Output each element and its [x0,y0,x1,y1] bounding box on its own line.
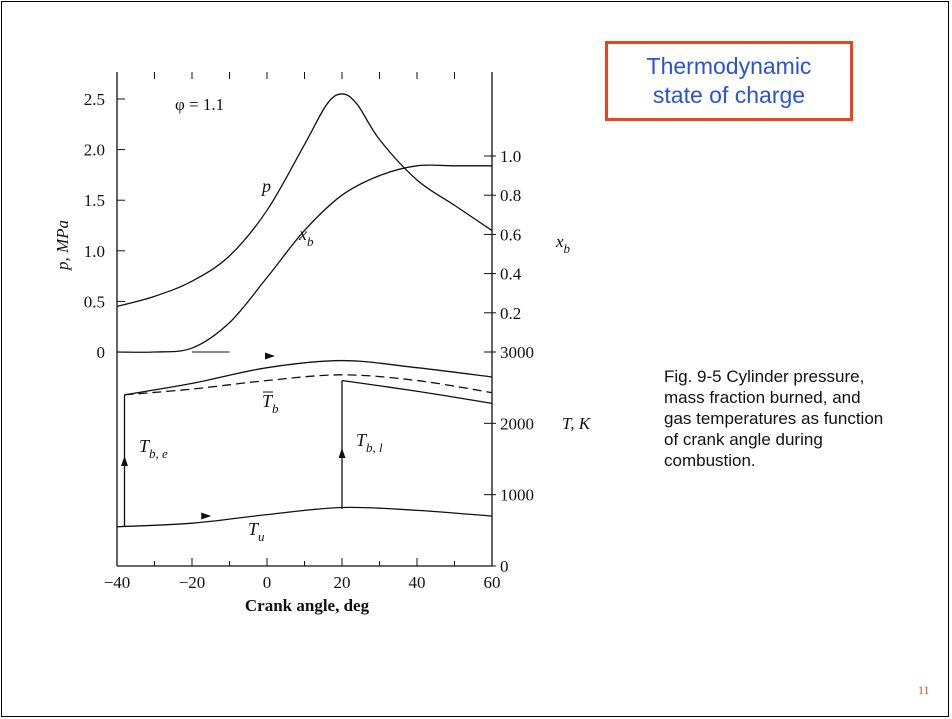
caption-line-1: Fig. 9-5 Cylinder pressure, [664,367,865,386]
label-p: p [260,176,271,196]
figure-caption: Fig. 9-5 Cylinder pressure, mass fractio… [664,366,944,471]
label-Tu-sub: u [258,529,265,544]
xb-tick-label: 0.2 [500,304,521,323]
p-axis-title: p, MPa [53,220,72,271]
label-xb: xb [298,224,314,249]
series-Tbl-line [341,379,493,405]
label-Tu: Tu [248,519,265,544]
series-p-line [116,93,493,308]
x-tick-label: −20 [179,573,206,592]
label-Tbl: Tb, l [356,430,383,455]
x-tick-label: 40 [409,573,426,592]
p-tick-label: 1.5 [84,191,105,210]
caption-line-3: gas temperatures as function [664,409,884,428]
x-tick-label: 60 [484,573,501,592]
x-tick-label: −40 [104,573,131,592]
chart-ticks: −40 −20 0 20 40 6000.51.01.52.02.50.20.40.60.… [84,72,534,592]
x-tick-label: 20 [334,573,351,592]
p-tick-label: 0.5 [84,292,105,311]
p-tick-label: 0 [97,343,106,362]
page-number: 11 [918,683,930,697]
p-tick-label: 2.0 [84,141,105,160]
label-xb-sub: b [307,234,314,249]
p-tick-label: 2.5 [84,90,105,109]
label-Tbl-sub: b, l [366,440,383,455]
xb-tick-label: 0.4 [500,265,522,284]
caption-line-5: combustion. [664,451,756,470]
T-tick-label: 2000 [500,414,534,433]
arrow-Tbe-curve [265,352,275,360]
T-tick-label: 3000 [500,343,534,362]
chart-axes [116,72,493,567]
T-tick-label: 1000 [500,486,534,505]
series-xb-line [116,164,492,353]
x-tick-label: 0 [263,573,272,592]
label-Tb-mean-sub: b [272,401,279,416]
xb-tick-label: 1.0 [500,147,521,166]
arrow-Tbl [338,448,346,458]
xb-tick-label: 0.8 [500,186,521,205]
xb-axis-title: xb [555,232,571,256]
slide-title: Thermodynamic state of charge [605,41,853,121]
caption-line-2: mass fraction burned, and [664,388,861,407]
label-Tb-mean: Tb [262,391,279,416]
label-Tbe-sub: b, e [149,446,168,461]
arrow-Tbe [121,456,128,466]
caption-line-4: of crank angle during [664,430,823,449]
series-Tbe-line [124,359,493,396]
xb-tick-label: 0.6 [500,225,521,244]
slide-title-line-1: Thermodynamic [646,53,812,79]
slide-title-line-2: state of charge [652,82,806,108]
arrow-Tu-curve [201,512,212,520]
T-tick-label: 0 [500,557,509,576]
series-Tb-mean-line [124,374,493,396]
xb-axis-title-sub: b [564,241,571,256]
label-Tbe: Tb, e [139,436,168,461]
phi-annotation: φ = 1.1 [175,95,224,114]
chart-series [116,93,493,528]
T-axis-title: T, K [562,414,592,433]
series-Tu-line [116,506,493,528]
x-axis-title: Crank angle, deg [245,596,370,615]
p-tick-label: 1.0 [84,242,105,261]
